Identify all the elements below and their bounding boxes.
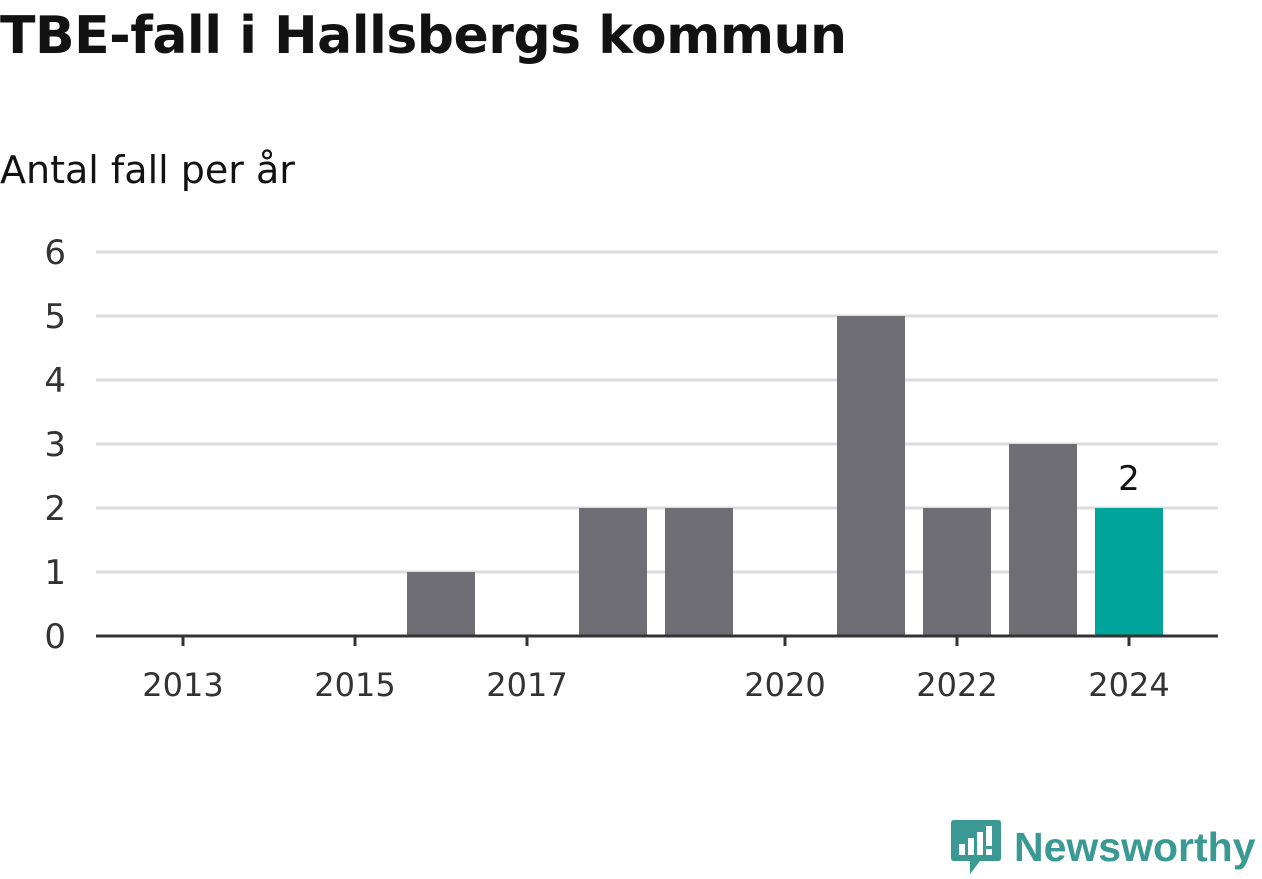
- y-tick-label-4: 4: [44, 361, 66, 401]
- bar-2024: [1095, 508, 1163, 636]
- x-axis: [96, 634, 1218, 646]
- y-tick-label-5: 5: [44, 297, 66, 337]
- logo-text: Newsworthy: [1014, 823, 1256, 870]
- newsworthy-logo: Newsworthy: [950, 818, 1256, 876]
- y-tick-label-2: 2: [44, 489, 66, 529]
- x-tick-label-2017: 2017: [486, 666, 567, 704]
- bars: [407, 316, 1163, 636]
- x-tick-label-2024: 2024: [1088, 666, 1169, 704]
- y-tick-label-6: 6: [44, 233, 66, 273]
- data-labels: 2: [1118, 459, 1140, 499]
- bar-2018: [579, 508, 647, 636]
- chart-title: TBE-fall i Hallsbergs kommun: [0, 6, 847, 66]
- x-tick-label-2015: 2015: [314, 666, 395, 704]
- x-tick-label-2022: 2022: [916, 666, 997, 704]
- bar-2021: [837, 316, 905, 636]
- x-tick-labels: 2013 2015 2017 2020 2022 2024: [142, 666, 1169, 704]
- speech-bubble-bar-chart-icon: [951, 820, 1001, 874]
- y-tick-label-0: 0: [44, 617, 66, 657]
- y-tick-labels: 0 1 2 3 4 5 6: [44, 233, 66, 657]
- y-tick-label-1: 1: [44, 553, 66, 593]
- x-tick-label-2020: 2020: [744, 666, 825, 704]
- y-tick-label-3: 3: [44, 425, 66, 465]
- x-tick-label-2013: 2013: [142, 666, 223, 704]
- bar-2019: [665, 508, 733, 636]
- bar-2022: [923, 508, 991, 636]
- data-label-2024: 2: [1118, 459, 1140, 499]
- bar-2016: [407, 572, 475, 636]
- chart-subtitle: Antal fall per år: [0, 148, 295, 192]
- bar-2023: [1009, 444, 1077, 636]
